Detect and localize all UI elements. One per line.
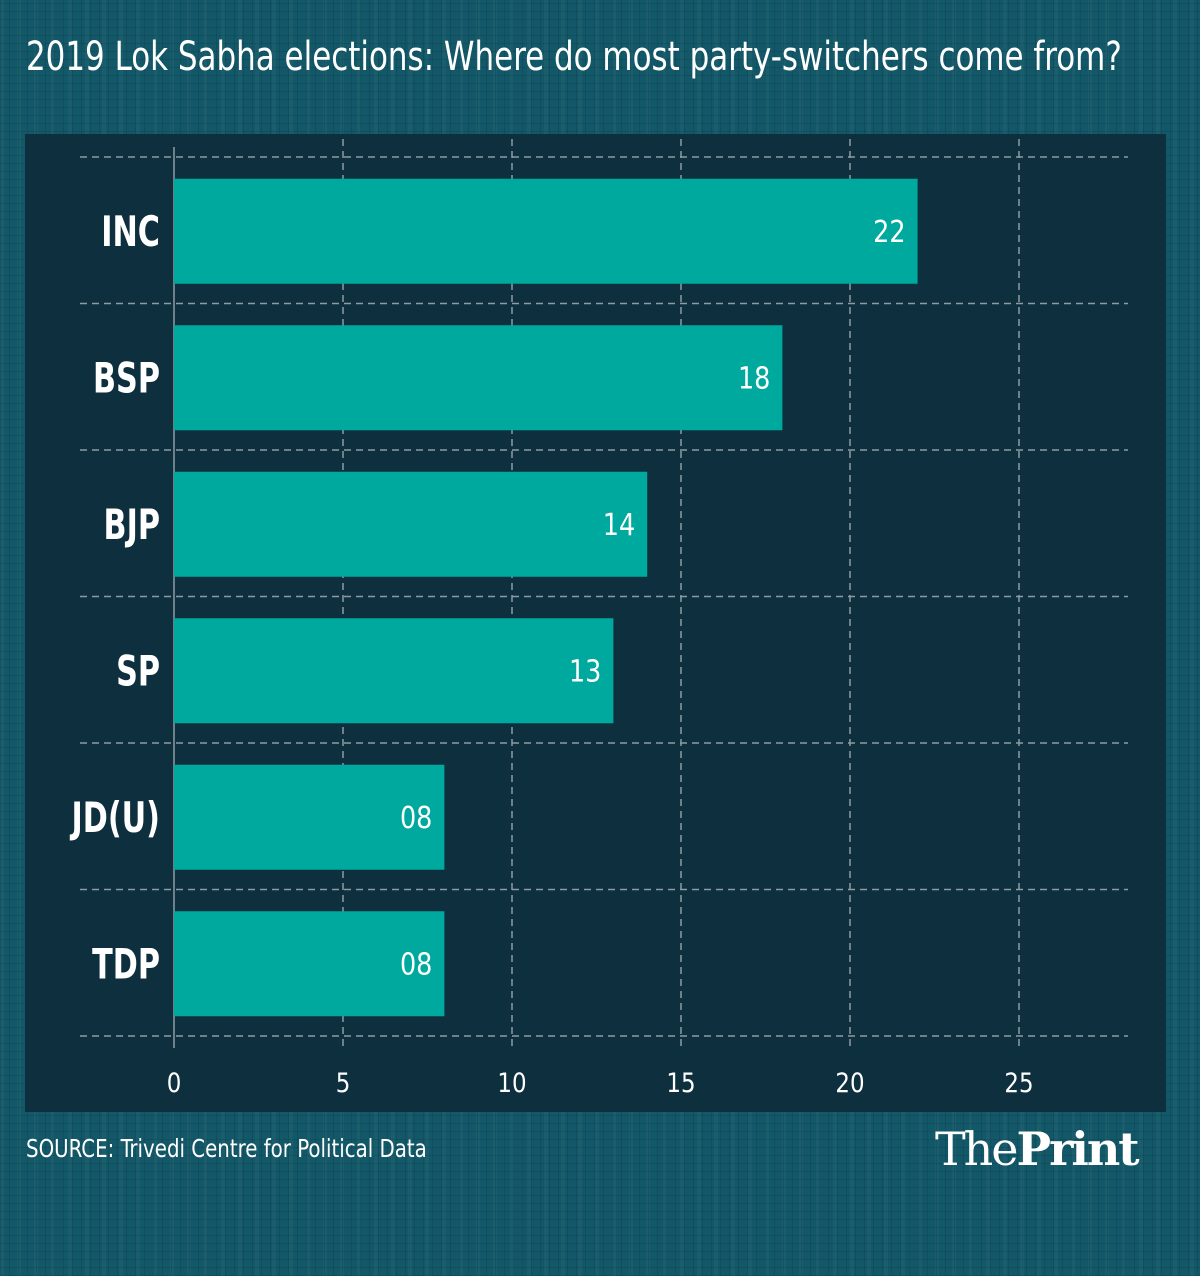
data-label: 08 — [400, 947, 432, 983]
logo-light-text: The — [935, 1122, 1019, 1176]
data-label: 22 — [873, 214, 905, 250]
data-label: 08 — [400, 800, 432, 836]
data-label: 13 — [569, 654, 601, 690]
label-layer: 0 5 10 15 20 25 INC 22 BSP 18 BJP 14 SP 13 JD(U) 08 TDP 0… — [69, 207, 1034, 1098]
x-tick-label: 10 — [497, 1067, 526, 1098]
data-label: 18 — [738, 361, 770, 397]
bar — [174, 618, 614, 724]
x-tick-label: 20 — [835, 1067, 864, 1098]
x-tick-label: 5 — [336, 1067, 351, 1098]
chart-title: 2019 Lok Sabha elections: Where do most … — [26, 34, 1122, 80]
category-label: BJP — [104, 500, 160, 549]
category-label: TDP — [92, 940, 160, 989]
bar — [174, 764, 445, 870]
logo-bold-text: Print — [1016, 1122, 1140, 1176]
data-label: 14 — [603, 507, 635, 543]
bar — [174, 325, 783, 431]
x-tick-label: 0 — [167, 1067, 182, 1098]
category-label: BSP — [93, 354, 160, 403]
bar-layer — [174, 178, 918, 1017]
x-tick-label: 15 — [666, 1067, 695, 1098]
x-tick-label: 25 — [1004, 1067, 1033, 1098]
category-label: JD(U) — [69, 793, 160, 842]
category-label: SP — [116, 647, 160, 696]
bar — [174, 911, 445, 1017]
grid-layer — [80, 139, 1128, 1048]
bar — [174, 178, 918, 284]
bar — [174, 471, 648, 577]
source-note: SOURCE: Trivedi Centre for Political Dat… — [26, 1134, 427, 1163]
theprint-logo: ThePrint — [935, 1122, 1140, 1176]
category-label: INC — [101, 207, 160, 256]
